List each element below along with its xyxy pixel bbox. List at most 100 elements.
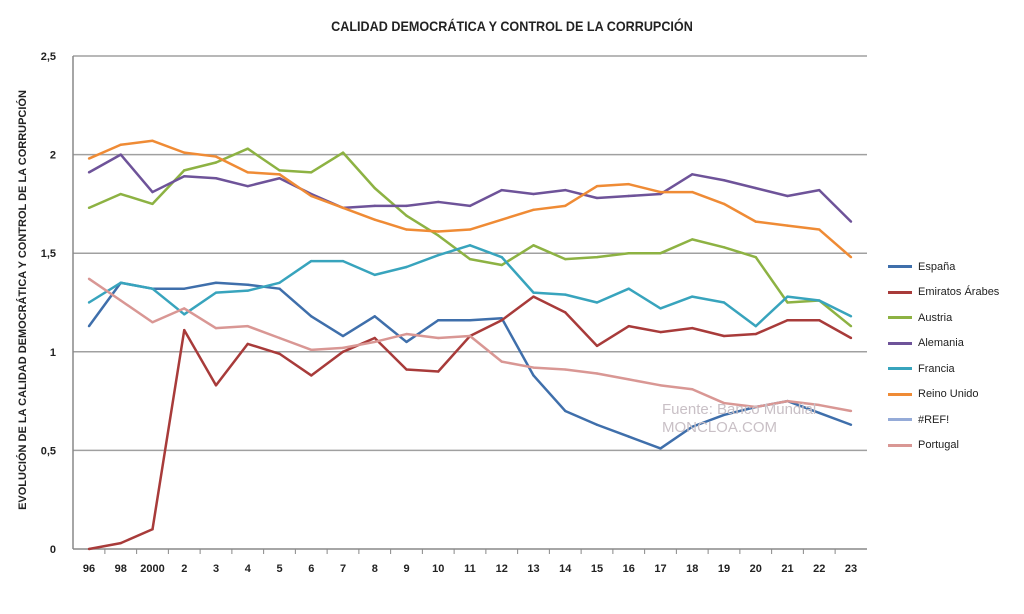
data-point — [564, 368, 567, 371]
data-point — [278, 352, 281, 355]
data-point — [818, 299, 821, 302]
data-point — [627, 435, 630, 438]
data-point — [119, 153, 122, 156]
data-point — [786, 301, 789, 304]
data-point — [786, 399, 789, 403]
data-point — [183, 287, 186, 290]
data-point — [214, 155, 218, 158]
data-point — [405, 340, 408, 344]
data-point — [278, 177, 281, 180]
data-point — [151, 202, 154, 206]
data-point — [818, 403, 821, 407]
data-point — [595, 344, 599, 348]
x-tick-label: 4 — [245, 563, 252, 575]
data-point — [437, 319, 440, 322]
x-tick-label: 19 — [718, 563, 730, 575]
data-point — [373, 273, 376, 277]
data-point — [722, 202, 726, 206]
data-point — [87, 301, 91, 304]
data-point — [500, 319, 503, 322]
legend-item: España — [888, 254, 999, 280]
data-point — [87, 171, 91, 174]
data-point — [119, 299, 122, 302]
data-point — [754, 220, 757, 223]
x-tick-label: 8 — [372, 563, 378, 575]
data-point — [659, 384, 662, 387]
legend-swatch — [888, 290, 912, 294]
data-point — [341, 259, 345, 263]
data-point — [595, 196, 599, 200]
data-point — [310, 348, 313, 352]
legend-label: Portugal — [918, 439, 959, 452]
data-point — [246, 184, 249, 188]
legend-item: #REF! — [888, 407, 999, 433]
data-point — [532, 192, 535, 196]
data-point — [849, 324, 853, 328]
data-point — [722, 413, 726, 417]
data-point — [564, 311, 567, 314]
data-point — [532, 291, 535, 294]
data-point — [722, 401, 726, 405]
data-point — [468, 257, 472, 261]
data-point — [246, 147, 249, 150]
data-point — [754, 186, 757, 190]
data-point — [405, 214, 408, 217]
x-tick-label: 13 — [527, 563, 539, 575]
data-point — [373, 336, 376, 340]
data-point — [246, 342, 249, 346]
data-point — [754, 255, 757, 259]
data-point — [722, 301, 726, 304]
legend-item: Portugal — [888, 433, 999, 459]
data-point — [87, 277, 91, 281]
data-point — [691, 295, 694, 298]
data-point — [405, 332, 408, 336]
data-point — [183, 169, 186, 172]
legend-label: Alemania — [918, 337, 964, 350]
data-point — [468, 244, 472, 247]
x-tick-label: 17 — [654, 563, 666, 575]
legend-swatch — [888, 367, 912, 371]
data-point — [818, 411, 821, 415]
data-point — [405, 265, 408, 269]
data-point — [564, 188, 567, 192]
x-tick-label: 22 — [813, 563, 825, 575]
data-point — [659, 252, 662, 255]
data-point — [246, 283, 249, 286]
data-point — [659, 190, 662, 194]
data-point — [818, 319, 821, 322]
x-tick-label: 5 — [276, 563, 282, 575]
data-point — [786, 295, 789, 298]
data-point — [532, 374, 535, 377]
data-point — [151, 190, 154, 194]
watermark: Fuente: Banco Mundial MONCLOA.COM — [662, 401, 816, 437]
legend-swatch — [888, 443, 912, 447]
data-point — [373, 186, 376, 190]
x-tick-label: 98 — [115, 563, 127, 575]
data-point — [754, 332, 757, 336]
data-point — [564, 204, 567, 208]
x-tick-label: 18 — [686, 563, 698, 575]
data-point — [595, 184, 599, 188]
x-tick-label: 12 — [496, 563, 508, 575]
legend-item: Alemania — [888, 331, 999, 357]
data-point — [818, 228, 821, 231]
legend-swatch — [888, 418, 912, 422]
data-point — [278, 169, 281, 172]
x-tick-label: 10 — [432, 563, 444, 575]
y-tick-label: 1,5 — [41, 248, 56, 260]
data-point — [214, 326, 218, 330]
data-point — [183, 175, 186, 178]
data-point — [310, 171, 313, 174]
legend-swatch — [888, 341, 912, 345]
data-point — [437, 230, 440, 233]
data-point — [627, 252, 630, 255]
data-point — [722, 179, 726, 182]
data-point — [691, 326, 694, 330]
data-point — [659, 330, 662, 334]
data-point — [564, 257, 567, 261]
data-point — [532, 295, 535, 298]
legend-swatch — [888, 392, 912, 396]
data-point — [627, 194, 630, 198]
